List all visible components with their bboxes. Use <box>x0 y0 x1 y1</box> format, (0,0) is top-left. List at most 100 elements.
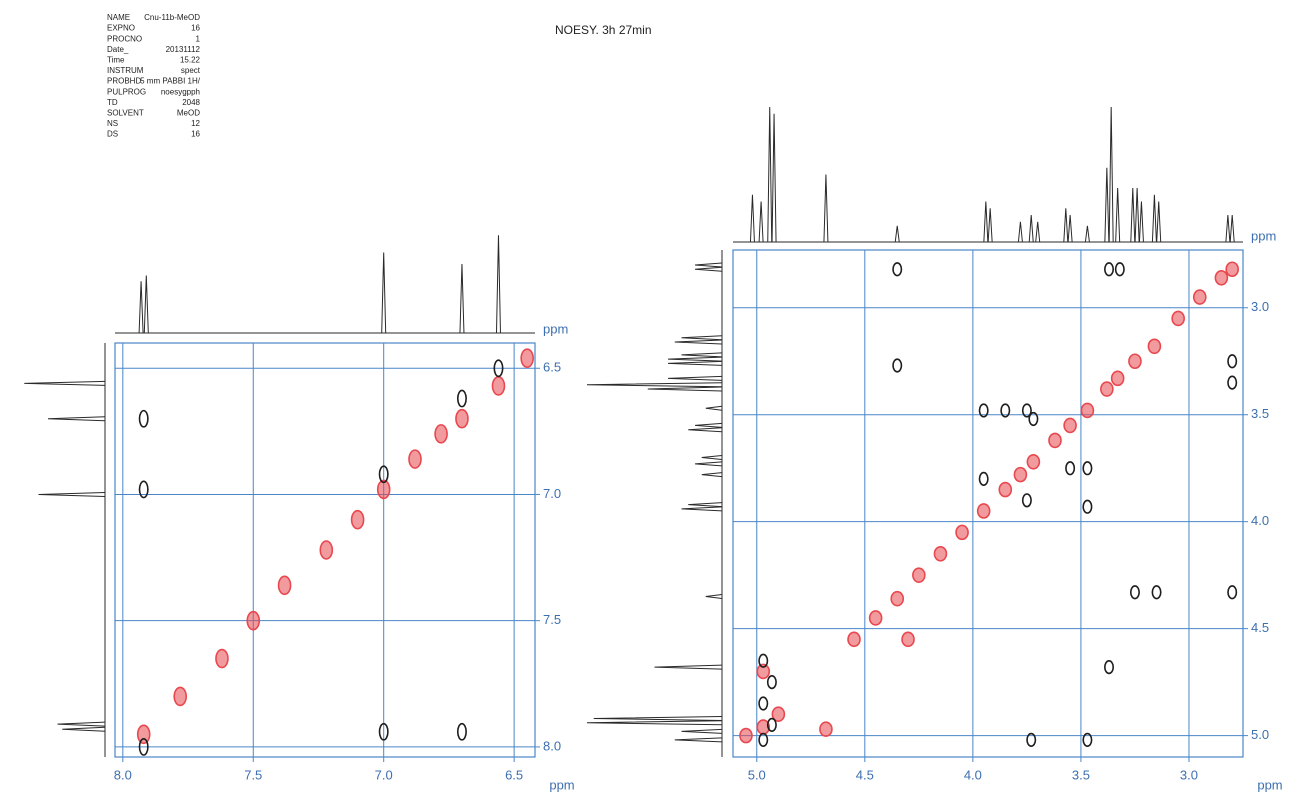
x-tick-label: 3.5 <box>1072 767 1090 782</box>
negative-peak <box>1082 732 1093 747</box>
positive-peak <box>215 648 229 669</box>
positive-peak <box>1063 417 1077 434</box>
negative-peak <box>1026 732 1037 747</box>
negative-peak <box>493 359 504 378</box>
y-axis-label: ppm <box>1251 228 1276 243</box>
param-key: PULPROG <box>107 87 146 96</box>
top-projection-peak <box>771 113 777 243</box>
positive-peak <box>1214 270 1229 286</box>
positive-peak <box>1128 353 1142 370</box>
positive-peak <box>847 631 861 648</box>
param-key: PROCNO <box>107 34 142 43</box>
param-key: NAME <box>107 13 130 22</box>
side-projection-peak <box>688 502 723 508</box>
positive-peak <box>933 545 948 562</box>
top-projection-peak <box>1035 221 1041 243</box>
negative-peak <box>1021 403 1032 418</box>
side-projection-peak <box>57 721 106 727</box>
top-projection-peak <box>1104 167 1110 243</box>
negative-peak <box>758 732 769 747</box>
positive-peak <box>912 567 926 583</box>
param-key: DS <box>107 130 118 139</box>
contour-peaks <box>136 348 534 756</box>
positive-peak <box>1080 402 1095 419</box>
param-value: 2048 <box>182 98 200 107</box>
top-projection-peak <box>1225 214 1231 243</box>
param-value: 15.22 <box>180 56 201 65</box>
acquisition-parameters: NAME Cnu-11b-MeOD EXPNO 16 PROCNO 1 Date_ 20131… <box>107 13 201 139</box>
side-projection-peak <box>586 720 723 726</box>
negative-peak <box>378 722 389 741</box>
negative-peak <box>1028 411 1039 427</box>
side-projection-peak <box>681 728 723 734</box>
negative-peak <box>138 480 149 499</box>
positive-peak <box>955 524 969 541</box>
positive-peak <box>520 348 534 368</box>
negative-peak <box>892 358 903 373</box>
negative-peak <box>1151 585 1162 600</box>
y-tick-label: 3.5 <box>1251 406 1269 421</box>
y-tick-label: 3.0 <box>1251 299 1269 314</box>
side-projection-peak <box>681 352 723 358</box>
positive-peak <box>246 610 261 631</box>
side-projection-peak <box>701 455 723 461</box>
top-projection-peak <box>987 208 993 243</box>
x-tick-label: 5.0 <box>748 767 766 782</box>
negative-peak <box>378 465 389 484</box>
negative-peak <box>978 471 989 486</box>
x-tick-label: 8.0 <box>114 767 132 782</box>
chart-title: NOESY. 3h 27min <box>555 23 652 37</box>
param-value: 16 <box>191 130 200 139</box>
negative-peak <box>1000 403 1011 418</box>
top-projection-peak <box>1151 194 1157 243</box>
negative-peak <box>1227 354 1238 369</box>
side-projection-peak <box>694 266 723 272</box>
negative-peak <box>766 675 777 690</box>
negative-peak <box>892 262 903 277</box>
negative-peak <box>456 389 467 408</box>
top-projection-peak <box>767 106 773 243</box>
positive-peak <box>350 509 365 530</box>
top-projection-peak <box>749 194 755 243</box>
side-projection-peak <box>681 335 723 341</box>
negative-peak <box>766 717 777 733</box>
positive-peak <box>1192 289 1207 305</box>
top-projection-peak <box>143 275 149 334</box>
side-projection-peak <box>38 491 106 497</box>
x-tick-label: 4.5 <box>856 767 874 782</box>
param-key: Date_ <box>107 45 129 54</box>
x-tick-label: 7.5 <box>244 767 262 782</box>
positive-peak <box>319 540 334 560</box>
side-projection-peak <box>667 375 723 381</box>
x-axis-label: ppm <box>549 777 574 792</box>
negative-peak <box>1129 585 1140 600</box>
top-projection-peak <box>894 225 900 243</box>
plot-frame <box>114 342 536 758</box>
param-key: SOLVENT <box>107 109 144 118</box>
positive-peak <box>136 724 151 745</box>
side-projection-peak <box>701 472 723 478</box>
negative-peak <box>1082 499 1093 514</box>
positive-peak <box>491 376 506 396</box>
y-tick-label: 4.5 <box>1251 620 1269 635</box>
side-projection-peak <box>694 461 723 467</box>
side-projection-peak <box>62 726 106 732</box>
negative-peak <box>1114 262 1125 277</box>
negative-peak <box>1021 493 1032 508</box>
side-projection-peak <box>667 360 723 366</box>
negative-peak <box>1227 585 1238 600</box>
side-projection-peak <box>674 339 723 345</box>
param-key: Time <box>107 56 125 65</box>
negative-peak <box>1227 375 1238 390</box>
top-projection-peak <box>1156 201 1162 243</box>
top-projection-peak <box>381 252 387 334</box>
top-projection-peak <box>138 281 144 334</box>
y-tick-label: 6.5 <box>543 360 561 375</box>
top-projection-peak <box>1108 106 1114 243</box>
top-projection-peak <box>1017 221 1023 243</box>
param-key: INSTRUM <box>107 66 144 75</box>
positive-peak <box>976 503 991 519</box>
side-projection-peak <box>705 405 723 411</box>
x-tick-label: 4.0 <box>964 767 982 782</box>
